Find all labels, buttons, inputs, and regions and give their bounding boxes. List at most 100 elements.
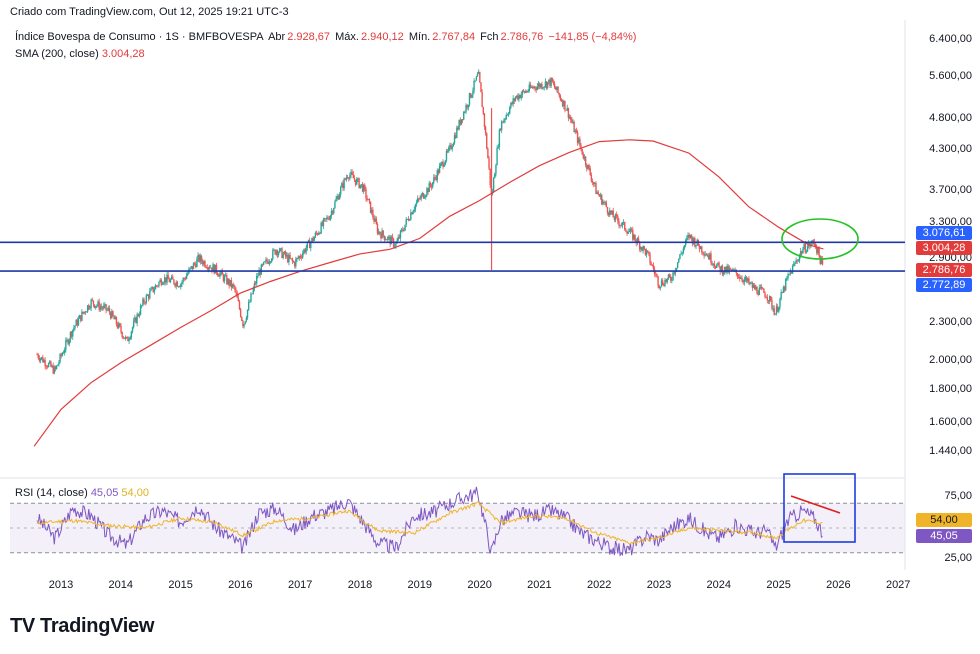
candle-body bbox=[440, 163, 441, 165]
candle-body bbox=[356, 179, 357, 185]
price-chart[interactable] bbox=[0, 0, 980, 654]
tradingview-logo[interactable]: TV TradingView bbox=[10, 615, 154, 638]
candle-body bbox=[189, 268, 190, 269]
price-badge: 2.786,76 bbox=[916, 263, 972, 277]
time-axis-tick: 2020 bbox=[467, 579, 491, 591]
candle-body bbox=[119, 323, 120, 326]
candle-body bbox=[504, 119, 505, 120]
candle-body bbox=[644, 246, 645, 249]
candle-body bbox=[180, 284, 181, 287]
candle-body bbox=[588, 165, 589, 168]
candle-body bbox=[132, 327, 133, 331]
candle-body bbox=[656, 274, 657, 276]
candle-body bbox=[792, 266, 793, 274]
candle-body bbox=[143, 299, 144, 303]
time-axis-tick: 2013 bbox=[49, 579, 73, 591]
candle-body bbox=[409, 220, 410, 221]
candle-body bbox=[105, 304, 106, 310]
candle-body bbox=[95, 306, 96, 308]
candle-body bbox=[149, 291, 150, 298]
candle-body bbox=[270, 262, 271, 263]
candle-body bbox=[57, 365, 58, 366]
candle-body bbox=[759, 288, 760, 295]
candle-body bbox=[764, 293, 765, 297]
candle-body bbox=[65, 340, 66, 349]
candle-body bbox=[744, 279, 745, 282]
candle-body bbox=[763, 289, 764, 293]
candle-body bbox=[395, 243, 396, 246]
candle-body bbox=[682, 253, 683, 254]
logo-text: TradingView bbox=[40, 615, 154, 637]
candle-body bbox=[767, 297, 768, 300]
candle-body bbox=[463, 112, 464, 120]
candle-body bbox=[201, 256, 202, 261]
candle-body bbox=[445, 160, 446, 164]
rsi-badge: 45,05 bbox=[916, 529, 972, 543]
candle-body bbox=[453, 143, 454, 146]
candle-body bbox=[128, 339, 129, 341]
candle-body bbox=[289, 255, 290, 258]
candle-body bbox=[56, 366, 57, 369]
candle-body bbox=[139, 315, 140, 316]
candle-body bbox=[448, 147, 449, 151]
candle-body bbox=[488, 158, 489, 168]
price-axis-tick: 6.400,00 bbox=[929, 33, 972, 45]
candle-body bbox=[243, 324, 244, 326]
candle-body bbox=[86, 312, 87, 313]
candle-body bbox=[485, 127, 486, 133]
candle-body bbox=[576, 130, 577, 132]
candle-body bbox=[271, 259, 272, 262]
candle-body bbox=[487, 148, 488, 158]
candle-body bbox=[74, 326, 75, 328]
candle-body bbox=[250, 294, 251, 302]
candle-body bbox=[257, 276, 258, 277]
candle-body bbox=[479, 72, 480, 82]
candle-body bbox=[723, 272, 724, 274]
candle-body bbox=[714, 264, 715, 266]
candle-body bbox=[365, 189, 366, 199]
price-axis-tick: 5.600,00 bbox=[929, 70, 972, 82]
candle-body bbox=[333, 208, 334, 213]
candle-body bbox=[660, 287, 661, 288]
candle-body bbox=[293, 261, 294, 262]
candle-body bbox=[679, 254, 680, 259]
candle-body bbox=[638, 238, 639, 241]
candle-body bbox=[112, 311, 113, 316]
candle-body bbox=[131, 331, 132, 337]
candle-body bbox=[495, 165, 496, 174]
candle-body bbox=[233, 284, 234, 286]
candle-body bbox=[770, 296, 771, 300]
rsi-ma-badge: 54,00 bbox=[916, 513, 972, 527]
candle-body bbox=[158, 282, 159, 286]
candle-body bbox=[748, 278, 749, 283]
candle-body bbox=[818, 248, 819, 256]
candle-body bbox=[173, 280, 174, 285]
candle-body bbox=[314, 237, 315, 241]
candle-body bbox=[702, 252, 703, 253]
candle-body bbox=[805, 244, 806, 253]
highlight-ellipse[interactable] bbox=[782, 219, 858, 259]
candle-body bbox=[650, 263, 651, 265]
candle-body bbox=[695, 245, 696, 246]
candle-body bbox=[683, 248, 684, 253]
candle-body bbox=[592, 181, 593, 182]
time-axis-tick: 2015 bbox=[168, 579, 192, 591]
candle-body bbox=[387, 237, 388, 240]
candle-body bbox=[354, 178, 355, 180]
candle-body bbox=[73, 328, 74, 330]
candle-body bbox=[493, 178, 494, 192]
time-axis-tick: 2022 bbox=[587, 579, 611, 591]
candle-body bbox=[372, 210, 373, 217]
candle-body bbox=[335, 199, 336, 202]
candle-body bbox=[424, 197, 425, 198]
candle-body bbox=[552, 78, 553, 82]
candle-body bbox=[44, 360, 45, 366]
candle-body bbox=[521, 95, 522, 98]
candle-body bbox=[364, 185, 365, 189]
candle-body bbox=[710, 254, 711, 264]
candle-body bbox=[415, 204, 416, 209]
candle-body bbox=[107, 310, 108, 311]
candle-body bbox=[295, 259, 296, 266]
candle-body bbox=[496, 148, 497, 165]
candle-body bbox=[617, 216, 618, 221]
